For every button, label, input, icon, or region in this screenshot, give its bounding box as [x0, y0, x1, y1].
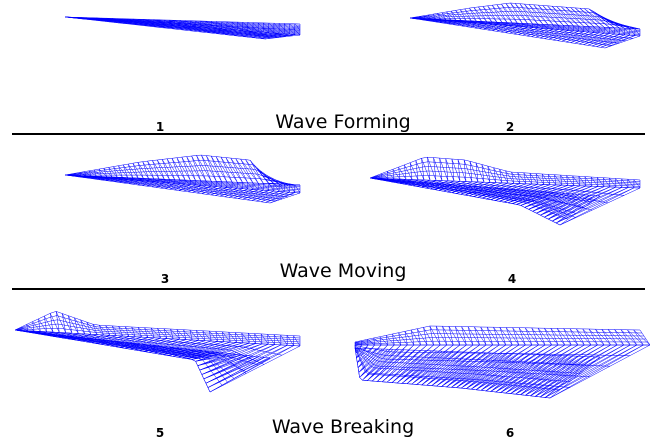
panel-label: 6 [506, 426, 514, 440]
panel-label: 1 [156, 120, 164, 134]
wave-mesh [64, 16, 301, 40]
panel-label: 5 [156, 426, 164, 440]
wave-mesh [64, 154, 301, 204]
section-title: Wave Moving [280, 260, 407, 282]
wave-mesh [369, 156, 641, 226]
panel-label: 4 [508, 272, 516, 286]
wave-mesh [354, 325, 650, 399]
wave-mesh [14, 311, 301, 393]
panel-label: 2 [506, 120, 514, 134]
wave-mesh [409, 2, 641, 49]
panel-label: 3 [161, 272, 169, 286]
section-title: Wave Forming [275, 111, 410, 133]
wave-meshes [14, 2, 650, 399]
section-title: Wave Breaking [272, 416, 414, 438]
